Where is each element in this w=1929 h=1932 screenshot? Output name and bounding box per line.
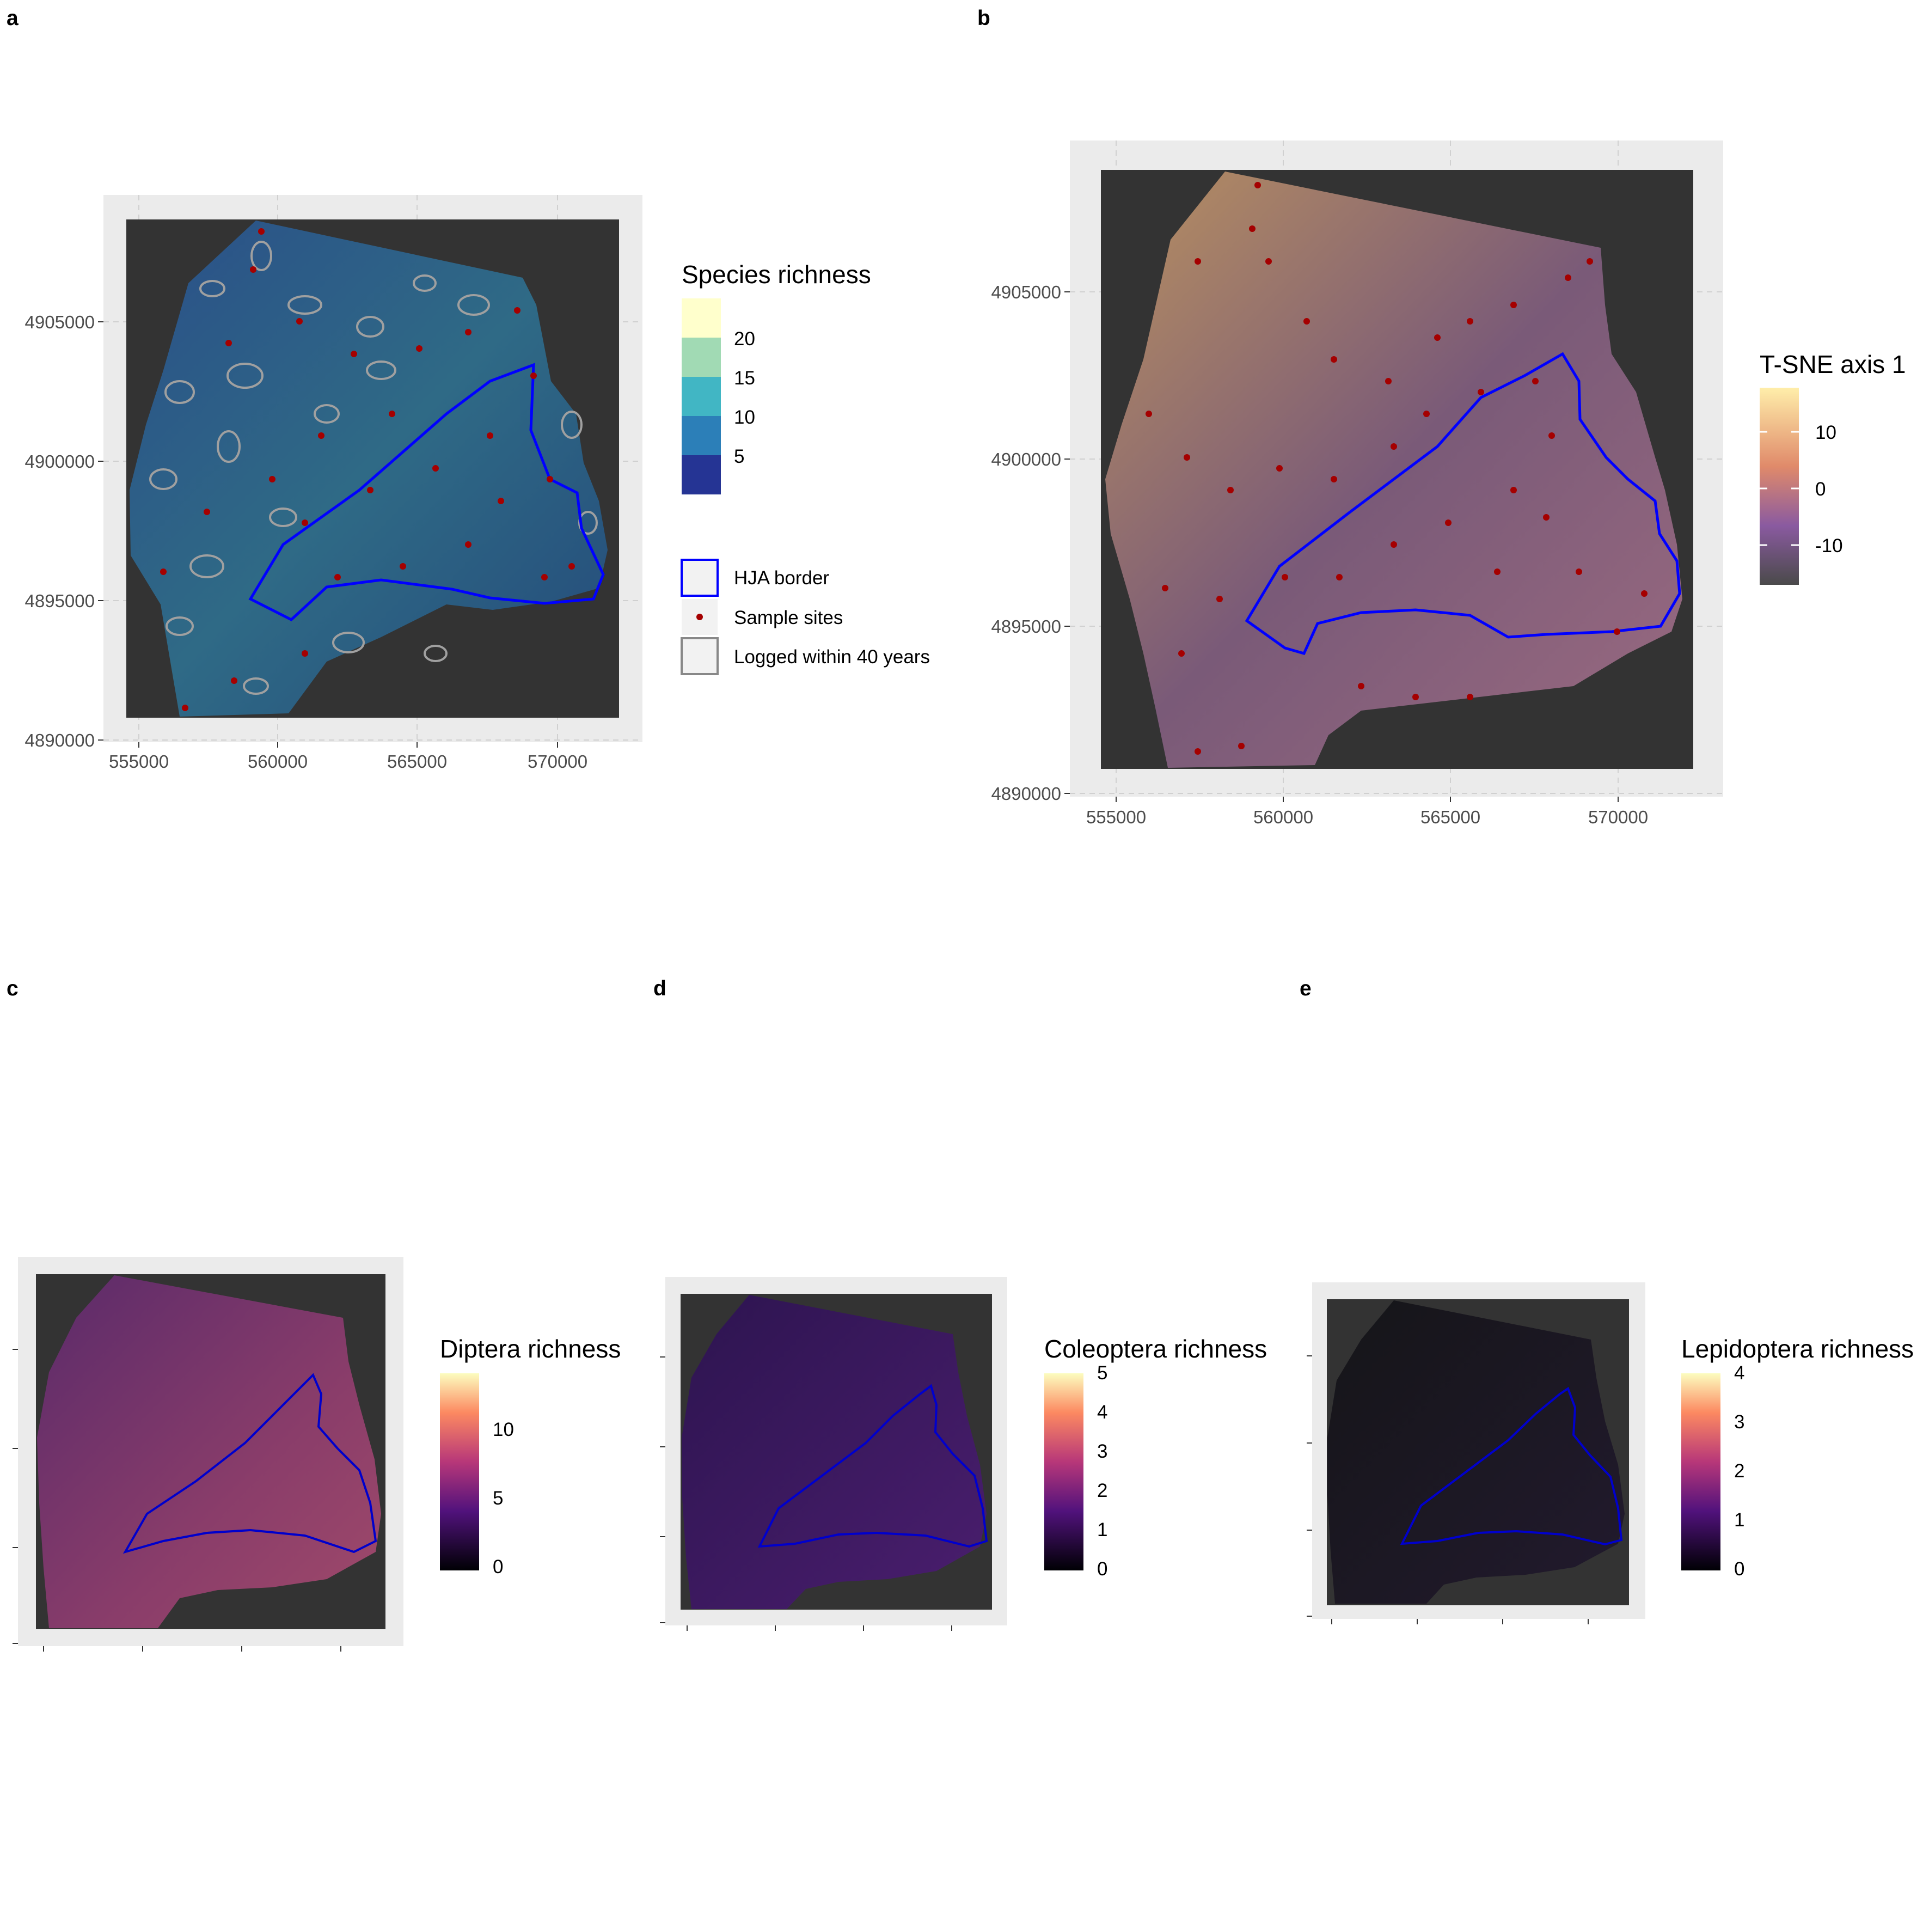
y-tick-label: 4900000 <box>25 451 95 472</box>
panel-b: b <box>977 7 1906 827</box>
colorbar-label: 5 <box>1097 1362 1107 1384</box>
x-tick-label: 565000 <box>1420 807 1480 827</box>
legend-swatch-10 <box>682 377 721 416</box>
x-tick-label: 560000 <box>1253 807 1313 827</box>
y-tick-label: 4890000 <box>25 730 95 750</box>
panel-b-legend: T-SNE axis 1 10 0 -10 <box>1760 350 1906 585</box>
sample-sites-a <box>160 228 575 711</box>
x-tick-label: 555000 <box>1086 807 1146 827</box>
y-tick-label: 4895000 <box>25 591 95 611</box>
panel-c-ticks <box>13 1349 341 1652</box>
colorbar-label: 2 <box>1097 1480 1107 1501</box>
hja-border-a <box>248 363 605 622</box>
colorbar-label: 1 <box>1097 1519 1107 1540</box>
colorbar-label: 0 <box>493 1556 503 1578</box>
legend-key-sample-sites <box>696 614 703 620</box>
colorbar-label: 4 <box>1097 1402 1107 1423</box>
panel-c-legend: Diptera richness 10 5 0 <box>440 1335 621 1578</box>
y-tick-label: 4905000 <box>25 312 95 332</box>
y-tick-label: 4900000 <box>991 449 1061 469</box>
legend-label-15: 15 <box>734 368 755 389</box>
y-tick-label: 4895000 <box>991 616 1061 637</box>
x-tick-label: 570000 <box>1588 807 1648 827</box>
colorbar-label: 10 <box>1815 422 1836 443</box>
x-tick-label: 570000 <box>528 751 587 772</box>
x-tick-label: 560000 <box>248 751 308 772</box>
colorbar-label: 3 <box>1097 1441 1107 1462</box>
legend-swatch-20 <box>682 298 721 338</box>
hja-border-e <box>1400 1386 1623 1546</box>
x-tick-label: 555000 <box>109 751 169 772</box>
colorbar-label: -10 <box>1815 535 1843 557</box>
study-area-raster-e <box>1327 1300 1625 1604</box>
panel-a-y-axis: 4890000 4895000 4900000 4905000 <box>25 312 103 750</box>
legend-title-lepidoptera: Lepidoptera richness <box>1681 1335 1914 1363</box>
legend-swatch-15 <box>682 338 721 377</box>
legend-swatch-5 <box>682 416 721 455</box>
colorbar-label: 10 <box>493 1419 514 1440</box>
panel-label-a: a <box>7 7 19 30</box>
colorbar-label: 0 <box>1815 479 1826 500</box>
panel-b-y-axis: 4890000 4895000 4900000 4905000 <box>991 282 1070 804</box>
panel-d: d Coleoptera richness 5 4 3 2 1 0 <box>653 977 1267 1631</box>
legend-title-coleoptera: Coleoptera richness <box>1044 1335 1267 1363</box>
y-tick-label: 4890000 <box>991 784 1061 804</box>
panel-label-b: b <box>977 7 990 30</box>
study-area-raster-c <box>37 1275 381 1628</box>
logged-areas <box>149 241 598 695</box>
legend-label-5: 5 <box>734 446 744 467</box>
legend-key-hja-border <box>681 559 719 597</box>
colorbar-lepidoptera <box>1681 1373 1720 1570</box>
panel-d-legend: Coleoptera richness 5 4 3 2 1 0 <box>1044 1335 1267 1580</box>
colorbar-label: 1 <box>1734 1509 1744 1531</box>
hja-border-d <box>757 1384 988 1548</box>
colorbar-label: 2 <box>1734 1460 1744 1482</box>
panel-b-x-axis: 555000 560000 565000 570000 <box>1086 797 1648 827</box>
sample-sites-b <box>1146 182 1648 755</box>
panel-label-d: d <box>653 977 666 1000</box>
y-tick-label: 4905000 <box>991 282 1061 302</box>
legend-label-hja-border: HJA border <box>734 567 829 589</box>
legend-label-logged: Logged within 40 years <box>734 646 930 668</box>
panel-e-ticks <box>1307 1355 1589 1624</box>
study-area-raster-d <box>682 1295 987 1609</box>
panel-e-legend: Lepidoptera richness 4 3 2 1 0 <box>1681 1335 1914 1580</box>
colorbar-coleoptera <box>1044 1373 1083 1570</box>
legend-label-20: 20 <box>734 328 755 350</box>
x-tick-label: 565000 <box>387 751 447 772</box>
study-area-raster-a <box>130 221 608 717</box>
panel-a-x-axis: 555000 560000 565000 570000 <box>109 742 587 772</box>
panel-e: e Lepidoptera richness 4 3 2 1 0 <box>1300 977 1914 1624</box>
panel-a: a <box>7 7 930 772</box>
panel-c: c Diptera richness 10 5 0 <box>7 977 621 1652</box>
panel-label-c: c <box>7 977 19 1000</box>
colorbar-label: 5 <box>493 1488 503 1509</box>
colorbar-label: 0 <box>1734 1558 1744 1580</box>
legend-title-species-richness: Species richness <box>682 260 871 289</box>
legend-title-tsne: T-SNE axis 1 <box>1760 350 1906 378</box>
legend-key-logged <box>681 637 719 675</box>
panel-d-ticks <box>660 1356 952 1631</box>
panel-label-e: e <box>1300 977 1312 1000</box>
colorbar-diptera <box>440 1373 479 1570</box>
legend-swatch-lowest <box>682 455 721 494</box>
legend-label-10: 10 <box>734 407 755 428</box>
hja-border-b <box>1245 352 1681 655</box>
colorbar-label: 0 <box>1097 1558 1107 1580</box>
hja-border-c <box>123 1373 377 1554</box>
colorbar-label: 4 <box>1734 1362 1744 1384</box>
colorbar-label: 3 <box>1734 1411 1744 1433</box>
legend-title-diptera: Diptera richness <box>440 1335 621 1363</box>
panel-a-legend: Species richness 20 15 10 5 HJA border S… <box>681 260 930 675</box>
legend-label-sample-sites: Sample sites <box>734 607 843 628</box>
colorbar-tsne <box>1760 388 1799 585</box>
